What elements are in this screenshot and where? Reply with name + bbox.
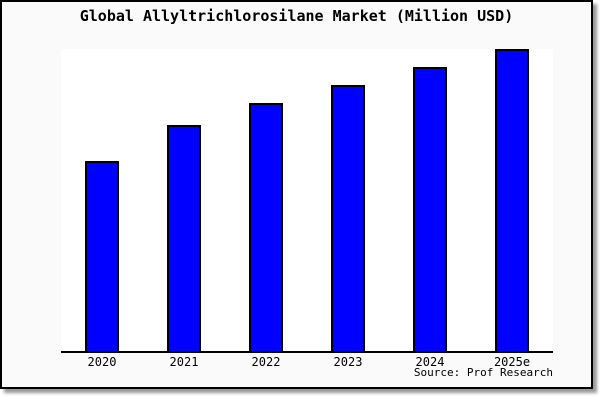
bar-slot-2021 bbox=[143, 49, 225, 351]
x-axis-labels: 2020 2021 2022 2023 2024 2025e bbox=[61, 355, 553, 369]
bar-slot-2024 bbox=[389, 49, 471, 351]
bar-slot-2022 bbox=[225, 49, 307, 351]
plot-area bbox=[61, 49, 553, 353]
bar-2025e bbox=[495, 49, 529, 351]
bar-slot-2025e bbox=[471, 49, 553, 351]
bar-2021 bbox=[167, 124, 201, 351]
x-tick-label-2025e: 2025e bbox=[493, 355, 531, 369]
x-tick-label-2020: 2020 bbox=[87, 355, 117, 369]
bar-slot-2020 bbox=[61, 49, 143, 351]
source-credit: Source: Prof Research bbox=[413, 366, 553, 379]
chart-title: Global Allyltrichlorosilane Market (Mill… bbox=[79, 7, 514, 25]
chart-frame: Global Allyltrichlorosilane Market (Mill… bbox=[0, 0, 593, 389]
bar-2020 bbox=[85, 160, 119, 351]
bar-slot-2023 bbox=[307, 49, 389, 351]
x-tick-label-2024: 2024 bbox=[415, 355, 445, 369]
x-tick-label-2021: 2021 bbox=[169, 355, 199, 369]
x-tick-label-2022: 2022 bbox=[251, 355, 281, 369]
bar-2023 bbox=[331, 85, 365, 351]
bar-2024 bbox=[413, 67, 447, 351]
x-tick-label-2023: 2023 bbox=[333, 355, 363, 369]
bar-2022 bbox=[249, 103, 283, 351]
